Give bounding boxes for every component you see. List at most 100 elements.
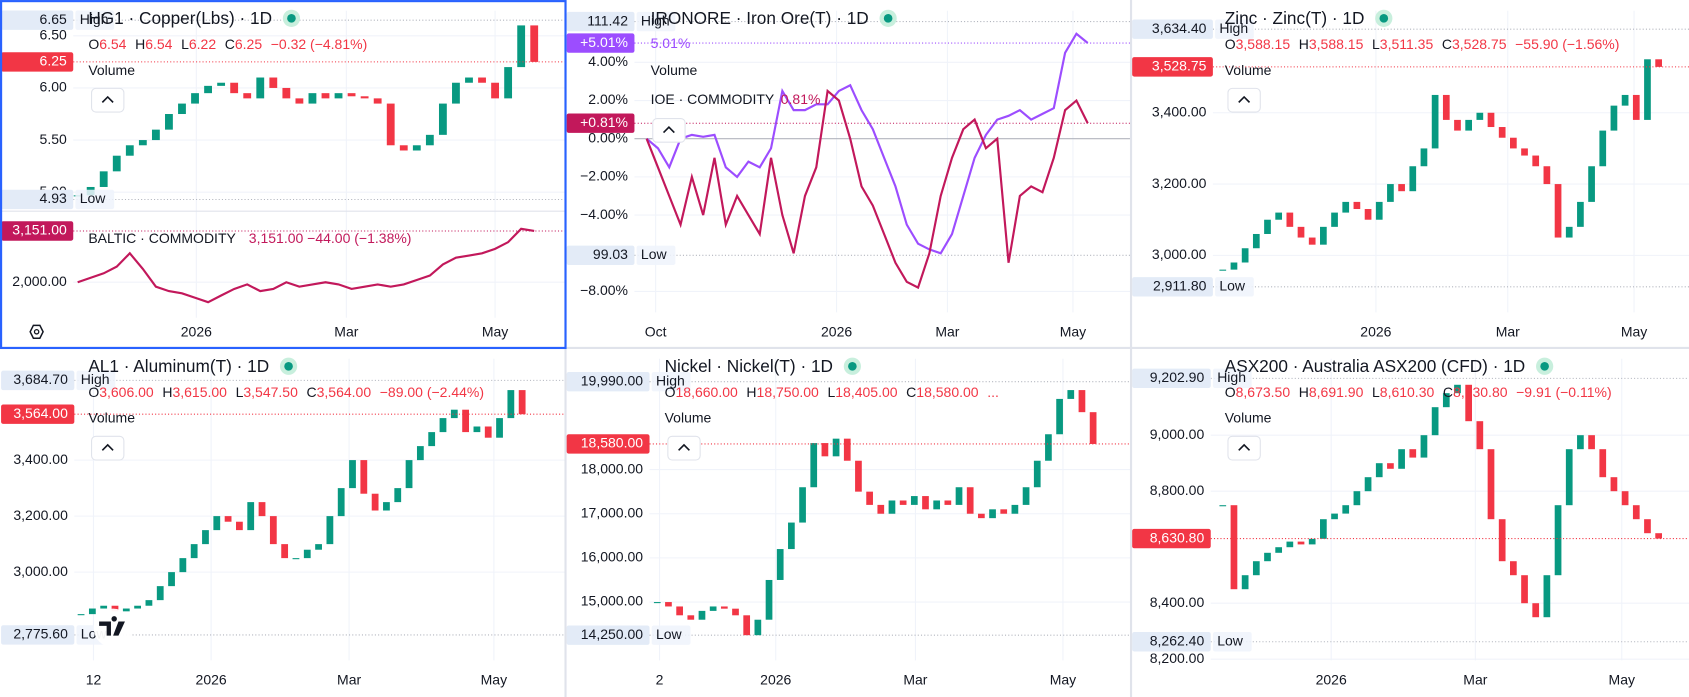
legend-text: 18,660.00 [676,384,738,400]
candle [1022,487,1030,505]
candle [412,145,421,151]
candle [484,426,492,438]
extreme-word: Low [1217,632,1244,648]
candle [191,93,199,104]
collapse-button[interactable] [91,87,125,113]
chart-title: ASX200 · Australia ASX200 (CFD) · 1D [1225,356,1526,376]
extreme-value: 14,250.00 [581,626,643,642]
y-tick-label: 6.50 [40,27,67,43]
candle [1286,212,1294,227]
legend-text: 8,610.30 [1380,384,1435,400]
extreme-word: High [656,372,685,388]
candle [1655,59,1662,67]
candle [179,558,187,573]
candle [190,544,198,559]
candle [247,502,255,531]
candle [1442,94,1450,120]
extreme-box [1132,632,1211,652]
collapse-button[interactable] [667,435,701,461]
y-tick-label: 4.00% [588,53,628,69]
price-box [566,434,650,454]
candle [1465,384,1473,422]
y-tick-label: 8,800.00 [1150,482,1205,498]
volume-label: Volume [1225,62,1272,78]
candle [303,549,311,559]
y-tick-label: 3,400.00 [1152,103,1207,119]
price-box [1132,57,1213,77]
legend-text: 6.22 [189,36,216,52]
settings-icon[interactable] [29,324,44,340]
candle [507,390,515,419]
y-tick-label: 8,400.00 [1150,594,1205,610]
x-tick-label: May [1621,324,1647,340]
logo-mark [99,616,125,636]
candle [1353,491,1361,506]
legend-text: 3,588.15 [1309,36,1364,52]
selected-border [0,0,567,350]
panel-background [0,0,566,348]
candle [425,134,434,146]
x-tick-label: 2026 [821,324,852,340]
y-tick-label: 18,000.00 [581,460,643,476]
extreme-word-box [636,245,676,266]
panel-background [565,347,1132,697]
legend-text: 18,405.00 [835,384,897,400]
extreme-value: 19,990.00 [581,372,643,388]
collapse-button[interactable] [91,435,125,461]
candle [1286,541,1294,548]
candle [99,171,108,187]
candle [416,446,424,461]
candle [1219,269,1227,271]
candle [1644,519,1651,534]
legend-text: 3,511.35 [1380,36,1434,52]
extreme-word-box [1215,277,1254,297]
price-box [1,52,74,72]
candle [1565,449,1573,506]
candle [665,602,672,607]
legend-text: ... [987,384,999,400]
candle [394,488,402,503]
x-tick-label: 2026 [1316,672,1347,688]
candle [77,614,85,616]
chevron-icon [101,443,114,451]
candle [1387,184,1394,202]
legend-text: O [1225,36,1236,52]
candle [1655,533,1662,539]
candle [754,619,762,636]
candle [386,103,395,146]
status-dot [883,14,893,23]
x-tick-label: Oct [645,324,667,340]
x-tick-label: 2026 [760,672,791,688]
candle [1078,390,1086,413]
candle [1565,226,1573,238]
candle [765,579,773,620]
candle [1621,94,1629,106]
legend-text: 8,630.80 [1453,384,1508,400]
chart-panel: Oct 2026 Mar May 4.00% 2.00% 0.00% −2.00% −4.00%… [565,0,1132,348]
candle [821,443,829,457]
legend-text: −89.00 (−2.44%) [380,384,484,400]
extreme-box [1132,368,1211,389]
candle [1521,148,1528,156]
extreme-value: 6.65 [40,11,67,27]
chart-panel: 12 2026 Mar May 3,400.00 3,200.00 3,000.00 3,68… [0,347,566,697]
volume-label: Volume [1225,410,1272,426]
extreme-box [1,370,75,391]
y-tick-label: 2,000.00 [12,273,67,289]
candle [832,438,840,457]
candle [213,516,221,531]
candle [438,103,447,135]
candle [269,516,277,545]
candle [360,460,368,494]
collapse-button[interactable] [1227,87,1261,113]
extreme-value: 8,262.40 [1150,632,1205,648]
candle [473,426,481,433]
chart-title: Zinc · Zinc(T) · 1D [1225,8,1365,28]
legend-text: L [1372,36,1380,52]
candle [1398,449,1405,469]
candle [653,602,661,604]
collapse-button[interactable] [652,117,686,143]
candle [1644,59,1651,120]
collapse-button[interactable] [1227,435,1261,461]
price-box-label: 3,151.00 [12,222,67,238]
